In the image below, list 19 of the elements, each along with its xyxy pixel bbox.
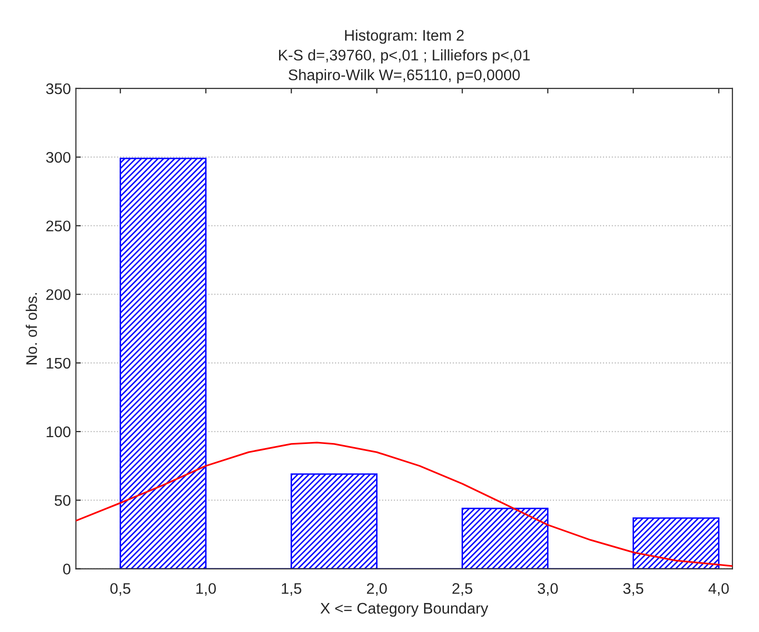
y-tick-label: 150 [46, 358, 70, 369]
y-tick-label: 350 [46, 83, 70, 94]
x-tick-label: 0,5 [110, 583, 130, 596]
y-tick-label: 0 [63, 564, 70, 574]
y-tick-label: 250 [46, 220, 70, 232]
y-tick-label: 200 [46, 289, 70, 300]
y-axis-title: No. of obs. [26, 293, 37, 364]
chart-title: Histogram: Item 2 K-S d=,39760, p<,01 ; Lilliefors p<,01 Shapiro-Wilk W=,65110, p=0,0000 [279, 30, 530, 84]
y-tick-label: 50 [54, 495, 70, 506]
x-tick-label: 1,5 [282, 583, 302, 596]
x-tick-label: 3,0 [538, 583, 558, 596]
x-tick-label: 4,0 [708, 583, 729, 596]
x-tick-label: 3,5 [623, 583, 644, 596]
y-tick-label: 300 [46, 152, 70, 163]
x-tick-label: 2,5 [452, 583, 472, 596]
y-tick-label: 100 [46, 426, 70, 438]
x-tick-label: 2,0 [366, 583, 387, 596]
x-tick-label: 1,0 [196, 583, 216, 596]
x-axis-title: X <= Category Boundary [320, 602, 488, 617]
